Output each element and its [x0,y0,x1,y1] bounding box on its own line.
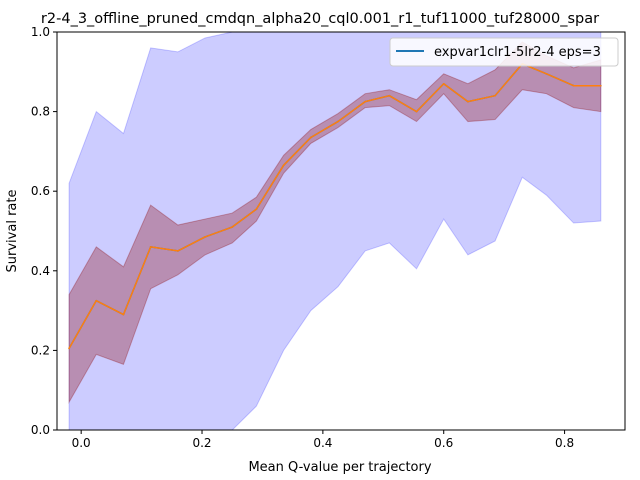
y-axis-label: Survival rate [5,190,20,273]
series-2-point [177,250,179,252]
series-2-point [122,313,125,316]
series-2-point [255,208,258,210]
series-2-point [364,100,366,103]
confidence-band-2 [68,41,602,405]
series-2-point [388,94,391,97]
legend-label: expvar1clr1-5lr2-4 eps=3 [434,45,601,60]
series-2-point [415,110,418,113]
series-2-point [282,164,285,167]
series-2-point [442,82,445,85]
x-tick-label: 0.2 [192,436,211,450]
x-tick-label: 0.0 [72,436,91,450]
series-2-point [309,136,312,139]
plot-frame [56,31,626,431]
y-tick-label: 0.6 [31,184,50,198]
x-tick-label: 0.6 [434,436,453,450]
y-tick-label: 0.0 [31,423,50,437]
series-2-point [494,94,496,97]
series-2-point [337,120,339,123]
series-2-point [204,236,206,238]
series-2-point [572,84,575,87]
legend-box [389,37,619,67]
series-2-point [95,299,98,302]
chart-title: r2-4_3_offline_pruned_cmdqn_alpha20_cql0… [41,11,599,27]
series-2-point [467,100,469,103]
series-2-point [545,72,548,75]
series-2-point [68,347,70,350]
legend: expvar1clr1-5lr2-4 eps=3 [389,37,619,67]
series-2-point [231,226,234,228]
x-tick-label: 0.8 [555,436,574,450]
y-tick-label: 0.4 [31,264,50,278]
x-tick-label: 0.4 [313,436,332,450]
y-tick-label: 0.2 [31,343,50,357]
x-axis-label: Mean Q-value per trajectory [248,460,431,475]
series-2-point [149,246,152,248]
y-tick-label: 0.8 [31,105,50,119]
y-tick-label: 1.0 [31,25,50,39]
series-2-point [600,84,602,87]
